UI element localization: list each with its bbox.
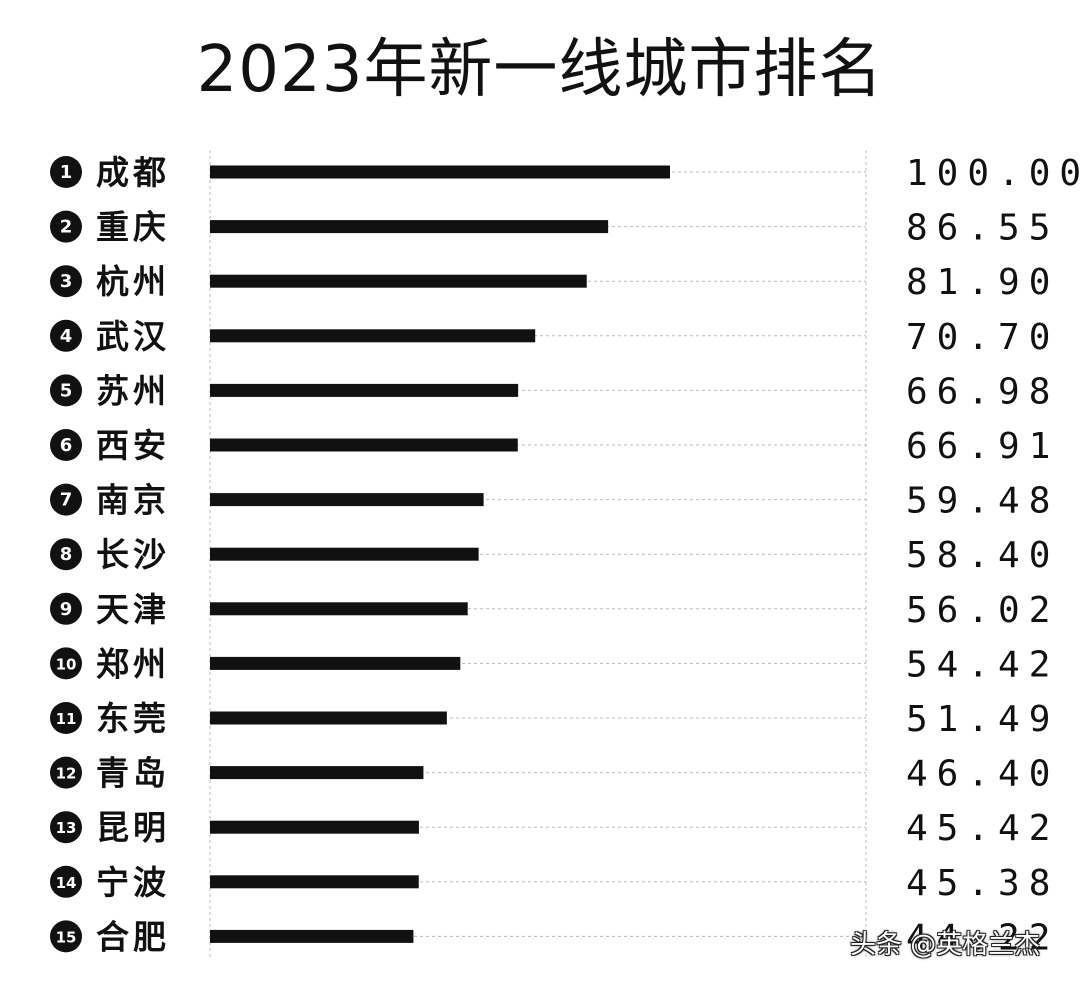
- bar: [210, 820, 419, 834]
- rank-badge: [50, 374, 82, 407]
- category-label: 杭州: [96, 262, 170, 301]
- category-label: 长沙: [96, 535, 170, 574]
- category-label: 武汉: [96, 317, 170, 356]
- value-label: 51.49: [906, 699, 1059, 740]
- rank-badge: [50, 592, 82, 625]
- rank-number: 13: [56, 819, 77, 837]
- bar: [210, 929, 414, 943]
- rank-badge: [50, 265, 82, 298]
- value-label: 46.40: [906, 754, 1059, 795]
- watermark: 头条 @英格兰杰: [850, 930, 1041, 960]
- category-label: 成都: [96, 153, 170, 192]
- rank-badge: [50, 756, 82, 789]
- rank-number: 5: [60, 380, 73, 401]
- rank-badge: [50, 647, 82, 680]
- rank-number: 4: [60, 326, 73, 347]
- value-label: 54.42: [906, 644, 1059, 685]
- value-label: 81.90: [906, 262, 1059, 303]
- value-label: 70.70: [906, 317, 1059, 358]
- rank-badge: [50, 811, 82, 844]
- rank-number: 10: [56, 655, 77, 673]
- category-label: 重庆: [96, 208, 170, 247]
- rank-badge: [50, 210, 82, 243]
- bar: [210, 656, 461, 670]
- value-label: 45.42: [906, 808, 1059, 849]
- bar: [210, 329, 536, 343]
- rank-badge: [50, 319, 82, 352]
- category-label: 西安: [96, 426, 170, 465]
- rank-number: 7: [60, 490, 73, 511]
- value-label: 58.40: [906, 535, 1059, 576]
- bar: [210, 493, 484, 507]
- category-label: 郑州: [96, 644, 170, 683]
- rank-number: 15: [56, 928, 77, 946]
- bar: [210, 220, 609, 234]
- value-label: 44.22: [906, 917, 1059, 958]
- bar: [210, 165, 670, 179]
- rank-number: 11: [56, 710, 77, 728]
- value-label: 59.48: [906, 481, 1059, 522]
- labels-layer: 1 成都 100.00 2 重庆 86.55 3 杭州 81.90 4 武汉 70.70 5 苏州 66.9…: [50, 153, 1080, 958]
- rank-number: 9: [60, 599, 73, 620]
- value-label: 66.91: [906, 426, 1059, 467]
- rank-number: 3: [60, 271, 73, 292]
- rank-number: 14: [56, 874, 77, 892]
- value-label: 100.00: [906, 153, 1080, 194]
- value-label: 45.38: [906, 863, 1059, 904]
- category-label: 南京: [96, 481, 170, 520]
- bar: [210, 438, 518, 452]
- category-label: 青岛: [96, 754, 170, 793]
- rank-badge: [50, 865, 82, 898]
- value-label: 56.02: [906, 590, 1059, 631]
- rank-number: 2: [60, 217, 73, 238]
- bar: [210, 875, 419, 889]
- rank-badge: [50, 156, 82, 188]
- bar: [210, 711, 447, 725]
- rank-badge: [50, 920, 82, 953]
- category-label: 东莞: [96, 699, 170, 738]
- value-label: 86.55: [906, 208, 1059, 249]
- bar: [210, 602, 468, 616]
- rank-badge: [50, 483, 82, 516]
- bar: [210, 547, 479, 561]
- category-label: 宁波: [96, 863, 170, 902]
- rank-number: 12: [56, 765, 77, 783]
- bar: [210, 274, 587, 288]
- bars-layer: [210, 165, 670, 943]
- category-label: 昆明: [96, 808, 170, 847]
- category-label: 天津: [96, 590, 170, 629]
- rank-number: 6: [60, 435, 73, 456]
- rank-badge: [50, 702, 82, 734]
- value-label: 66.98: [906, 371, 1059, 412]
- rank-badge: [50, 538, 82, 571]
- bar: [210, 383, 519, 397]
- chart-title: 2023年新一线城市排名: [196, 33, 884, 107]
- rank-number: 8: [60, 544, 73, 565]
- rank-badge: [50, 429, 82, 461]
- category-label: 合肥: [96, 917, 170, 956]
- rank-number: 1: [60, 162, 73, 183]
- category-label: 苏州: [96, 371, 170, 410]
- bar: [210, 766, 424, 780]
